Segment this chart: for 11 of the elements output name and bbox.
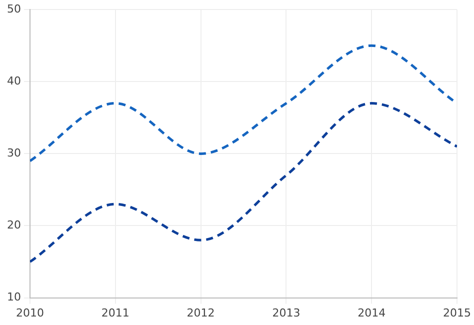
y-tick-label: 20 xyxy=(6,218,21,232)
x-tick-label: 2015 xyxy=(443,306,472,320)
x-tick-label: 2012 xyxy=(186,306,215,320)
y-tick-label: 30 xyxy=(6,146,21,160)
y-tick-label: 50 xyxy=(6,2,21,16)
x-tick-label: 2010 xyxy=(16,306,44,320)
y-tick-label: 40 xyxy=(6,74,21,88)
x-tick-label: 2013 xyxy=(272,306,300,320)
x-tick-label: 2014 xyxy=(358,306,386,320)
x-tick-label: 2011 xyxy=(101,306,130,320)
y-tick-label: 10 xyxy=(6,290,21,304)
